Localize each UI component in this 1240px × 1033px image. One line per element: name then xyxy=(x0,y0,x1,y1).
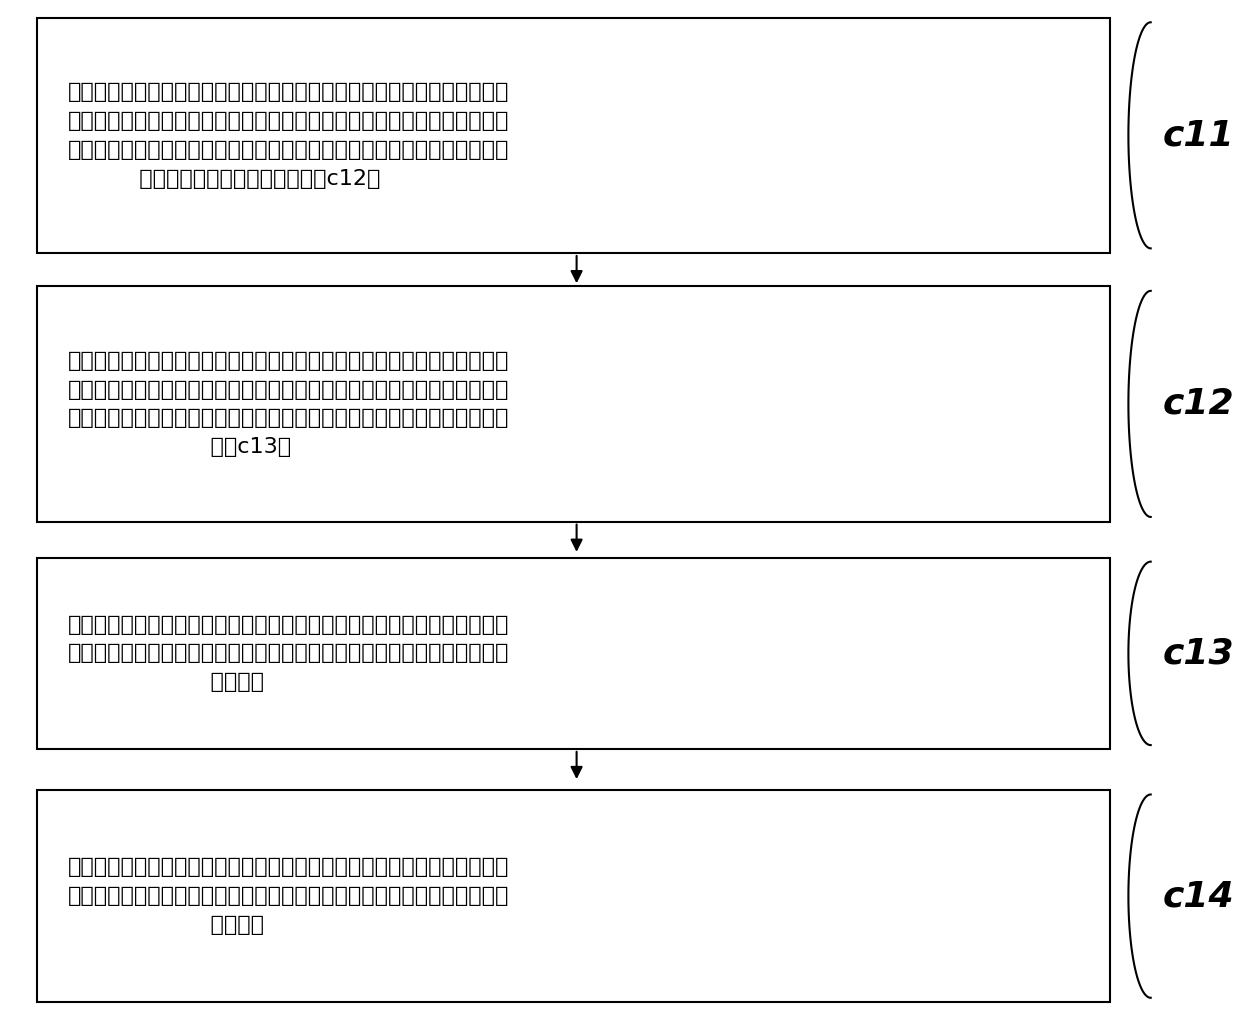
Text: 以所述上模的上死点位置速度为零和板检位置速度，按照先匀加速至第一段
限速度，再以第一段限速度匀速运动，最后匀减速至板检位置速度对第一段
的运动进行规划，计算上述: 以所述上模的上死点位置速度为零和板检位置速度，按照先匀加速至第一段 限速度，再以… xyxy=(68,82,510,189)
Text: c13: c13 xyxy=(1163,636,1235,670)
Bar xyxy=(37,558,1110,749)
Text: c11: c11 xyxy=(1163,119,1235,152)
Bar xyxy=(37,790,1110,1002)
Bar xyxy=(37,286,1110,522)
Text: c14: c14 xyxy=(1163,879,1235,913)
Text: 以所述上模的上死点位置速度为零，按照匀加速运动至所述板检位置处规划
所述上模在第一段的运动，并重新计算出所述上模的所述板检位置速度和运
            : 以所述上模的上死点位置速度为零，按照匀加速运动至所述板检位置处规划 所述上模在第… xyxy=(68,615,510,692)
Text: 以所述上模的上死点位置速度为零和板检位置速度，按照先匀加速至第一段
拐点速度，再匀减速至板检位置速度对第一段的运动进行规划，计算上述两
部分的运动时间，若匀减速: 以所述上模的上死点位置速度为零和板检位置速度，按照先匀加速至第一段 拐点速度，再… xyxy=(68,350,510,458)
Bar xyxy=(37,18,1110,253)
Text: 以所述上模的上死点位置速度为零，按照匀加速运动至所述板检位置处规划
所述上模在第一段的运动，并重新计算出所述上模的所述板检位置速度和运
            : 以所述上模的上死点位置速度为零，按照匀加速运动至所述板检位置处规划 所述上模在第… xyxy=(68,857,510,935)
Text: c12: c12 xyxy=(1163,387,1235,420)
